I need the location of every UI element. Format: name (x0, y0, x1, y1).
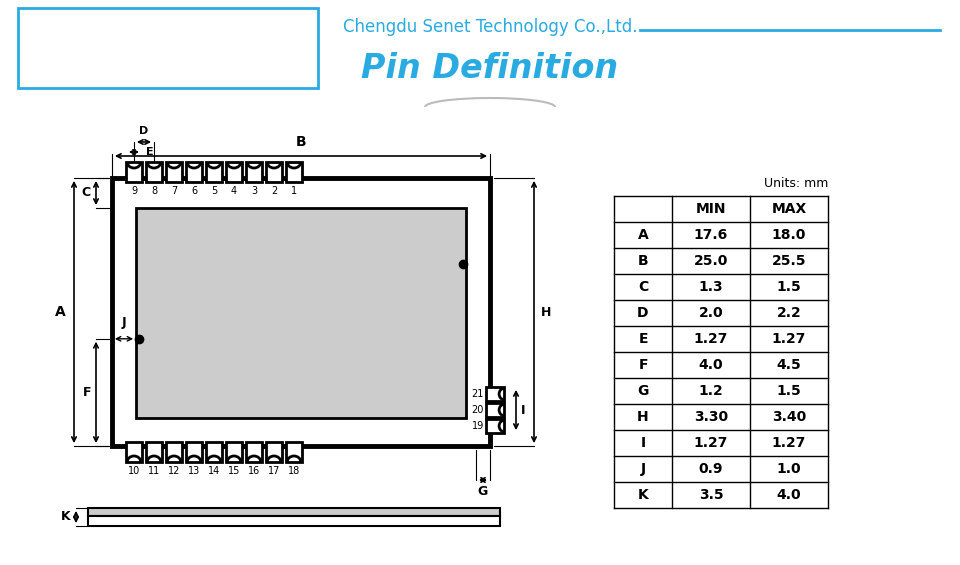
Bar (266, 162, 282, 182)
Text: A: A (56, 305, 66, 319)
Text: G: G (637, 384, 649, 398)
Text: 25.5: 25.5 (772, 254, 806, 268)
Text: F: F (83, 386, 91, 399)
Text: 14: 14 (208, 466, 220, 476)
Bar (146, 162, 162, 182)
Bar (266, 442, 282, 462)
Bar (486, 419, 504, 433)
Text: 3: 3 (251, 186, 257, 196)
Text: J: J (122, 316, 127, 329)
Text: 1.0: 1.0 (777, 462, 802, 476)
Text: B: B (637, 254, 648, 268)
Bar (88, 516, 500, 526)
Text: 2.2: 2.2 (777, 306, 802, 320)
Bar (146, 442, 162, 462)
Text: 3.40: 3.40 (772, 410, 806, 424)
Bar (88, 508, 500, 516)
Bar (166, 442, 182, 462)
Text: 6: 6 (191, 186, 197, 196)
Bar (486, 387, 504, 401)
Bar (486, 403, 504, 417)
Text: E: E (638, 332, 648, 346)
Text: 1.5: 1.5 (777, 280, 802, 294)
Text: 1: 1 (291, 186, 297, 196)
FancyBboxPatch shape (18, 8, 318, 88)
Bar (246, 162, 262, 182)
Text: MIN: MIN (696, 202, 727, 216)
Text: H: H (541, 306, 551, 319)
Text: 16: 16 (248, 466, 260, 476)
Text: 1.27: 1.27 (694, 436, 729, 450)
Text: 3.30: 3.30 (694, 410, 728, 424)
Text: 1.27: 1.27 (694, 332, 729, 346)
Text: D: D (637, 306, 649, 320)
Bar (226, 442, 242, 462)
Text: 4.5: 4.5 (777, 358, 802, 372)
Text: 1.27: 1.27 (772, 436, 806, 450)
Text: 20: 20 (471, 405, 484, 415)
Text: 13: 13 (188, 466, 200, 476)
Text: E: E (146, 147, 154, 157)
Text: 1.3: 1.3 (699, 280, 723, 294)
Bar (186, 442, 202, 462)
Bar (112, 178, 490, 446)
Text: A: A (637, 228, 648, 242)
Text: K: K (61, 511, 71, 524)
Text: 25.0: 25.0 (694, 254, 729, 268)
Text: 4.0: 4.0 (699, 358, 723, 372)
Text: 21: 21 (471, 389, 484, 399)
Text: 19: 19 (471, 421, 484, 431)
Text: 10: 10 (128, 466, 140, 476)
Text: F: F (638, 358, 648, 372)
Text: 7: 7 (171, 186, 178, 196)
Bar (286, 162, 302, 182)
Text: 17.6: 17.6 (694, 228, 728, 242)
Bar (246, 442, 262, 462)
Bar (126, 442, 142, 462)
Text: B: B (296, 135, 306, 149)
Text: 2: 2 (271, 186, 277, 196)
Text: H: H (637, 410, 649, 424)
Bar (286, 442, 302, 462)
Text: D: D (139, 126, 149, 136)
Text: C: C (82, 186, 91, 199)
Text: 1.2: 1.2 (699, 384, 724, 398)
Text: 15: 15 (228, 466, 240, 476)
Text: 18.0: 18.0 (772, 228, 806, 242)
Text: K: K (637, 488, 648, 502)
Text: 3.5: 3.5 (699, 488, 723, 502)
Text: 18: 18 (288, 466, 300, 476)
Text: 17: 17 (268, 466, 280, 476)
Text: 1.27: 1.27 (772, 332, 806, 346)
Text: Chengdu Senet Technology Co.,Ltd.: Chengdu Senet Technology Co.,Ltd. (343, 18, 637, 36)
Text: Pin Definition: Pin Definition (361, 51, 618, 85)
Bar (186, 162, 202, 182)
Bar (126, 162, 142, 182)
Text: 8: 8 (151, 186, 157, 196)
Text: 12: 12 (168, 466, 180, 476)
Text: 9: 9 (131, 186, 137, 196)
Text: 11: 11 (148, 466, 160, 476)
Text: 1.5: 1.5 (777, 384, 802, 398)
Text: G: G (478, 485, 488, 498)
Bar (136, 208, 466, 418)
Text: 2.0: 2.0 (699, 306, 723, 320)
Text: 4: 4 (231, 186, 237, 196)
Text: 0.9: 0.9 (699, 462, 723, 476)
Text: J: J (640, 462, 645, 476)
Text: 4.0: 4.0 (777, 488, 802, 502)
Text: MAX: MAX (772, 202, 806, 216)
Bar (206, 162, 222, 182)
Text: I: I (640, 436, 645, 450)
Bar (206, 442, 222, 462)
Text: I: I (521, 403, 525, 416)
Text: Units: mm: Units: mm (763, 177, 828, 190)
Bar (166, 162, 182, 182)
Bar (226, 162, 242, 182)
Text: C: C (637, 280, 648, 294)
Text: 5: 5 (211, 186, 217, 196)
